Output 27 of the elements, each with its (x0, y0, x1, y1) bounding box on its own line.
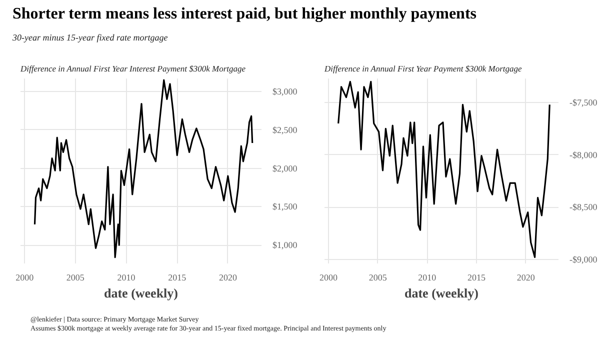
x-tick-label: 2015 (168, 272, 187, 282)
y-tick-label: $1,000 (272, 240, 298, 250)
x-axis-title: date (weekly) (404, 286, 479, 300)
y-tick-label: $2,000 (272, 163, 298, 174)
text: Shorter term means less interest paid, but higher monthly payments (12, 6, 476, 22)
x-tick-label: 2005 (66, 272, 85, 282)
y-tick-label: $1,500 (272, 202, 298, 212)
x-axis-title: date (weekly) (104, 286, 178, 300)
x-tick-label: 2000 (16, 272, 34, 282)
x-tick-label: 2000 (319, 272, 338, 282)
chart-title: Difference in Annual First Year Payment $300k Mortgage (324, 64, 522, 74)
line-series (34, 79, 254, 258)
x-tick-label: 2005 (368, 272, 388, 282)
y-tick-label: -$9,000 (570, 254, 598, 264)
chart-title: Difference in Annual First Year Interest Payment $300k Mortgage (20, 64, 246, 74)
y-tick-label: -$8,000 (570, 150, 598, 160)
x-tick-label: 2020 (516, 272, 536, 282)
y-tick-label: $2,500 (272, 124, 298, 135)
x-tick-label: 2015 (468, 272, 486, 282)
y-tick-label: -$7,500 (570, 98, 598, 108)
text: 30-year minus 15-year fixed rate mortgage (12, 32, 168, 42)
y-tick-label: -$8,500 (570, 202, 598, 212)
line-series (338, 80, 550, 258)
x-tick-label: 2010 (418, 272, 437, 282)
x-tick-label: 2010 (117, 272, 136, 282)
y-tick-label: $3,000 (272, 86, 298, 97)
x-tick-label: 2020 (218, 272, 238, 282)
